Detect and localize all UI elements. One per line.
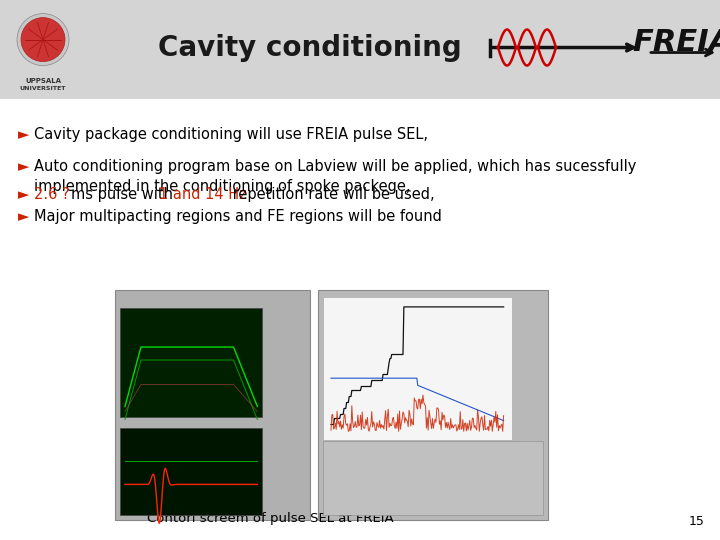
Text: repetition rate will be used,: repetition rate will be used, (228, 187, 434, 202)
Bar (323, 297, 512, 440)
Text: ►: ► (18, 187, 30, 202)
Bar (318, 290, 548, 520)
Text: ►: ► (18, 127, 30, 142)
Text: UPPSALA: UPPSALA (25, 78, 61, 84)
Text: 1 and 14 Hz: 1 and 14 Hz (159, 187, 247, 202)
Text: Cavity package conditioning will use FREIA pulse SEL,: Cavity package conditioning will use FRE… (34, 127, 428, 142)
Text: Cavity conditioning: Cavity conditioning (158, 33, 462, 62)
Text: ►: ► (18, 209, 30, 224)
Bar (115, 290, 310, 520)
Text: Auto conditioning program base on Labview will be applied, which has sucessfully: Auto conditioning program base on Labvie… (34, 159, 636, 194)
Ellipse shape (21, 18, 65, 62)
Text: 2.6 ?: 2.6 ? (34, 187, 74, 202)
Bar (120, 308, 262, 416)
Text: Contorl screem of pulse SEL at FREIA: Contorl screem of pulse SEL at FREIA (147, 512, 393, 525)
Bar (120, 428, 262, 515)
Text: FREIA: FREIA (632, 28, 720, 57)
Text: ms pulse with: ms pulse with (71, 187, 178, 202)
Text: ►: ► (18, 159, 30, 174)
Ellipse shape (17, 14, 69, 65)
Text: UNIVERSITET: UNIVERSITET (20, 86, 66, 91)
Bar (0, 0, 720, 99)
Bar (323, 441, 543, 515)
Text: 15: 15 (689, 515, 705, 528)
Text: Major multipacting regions and FE regions will be found: Major multipacting regions and FE region… (34, 209, 442, 224)
